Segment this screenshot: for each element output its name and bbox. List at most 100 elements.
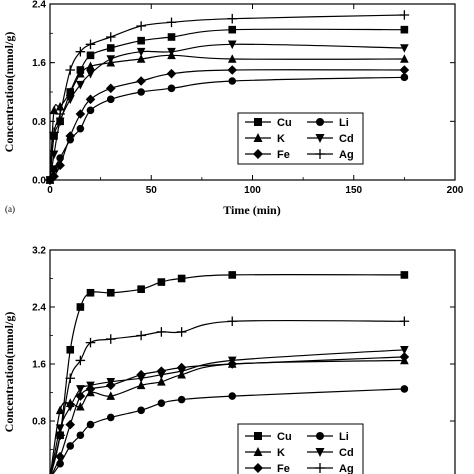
legend-item-cd: Cd [307,133,354,145]
legend-item-cd: Cd [307,447,354,459]
legend-label-fe: Fe [277,463,290,474]
legend-label-k: K [277,447,285,459]
data-point-cu [157,278,166,286]
series-li [52,385,409,474]
legend-b: Cu Li K Cd Fe Ag [237,423,364,474]
data-point-ag [105,32,116,42]
data-point-ag [49,127,59,138]
data-point-li [137,88,145,96]
series-cu [50,271,409,474]
data-point-fe [136,369,146,380]
data-point-fe [75,109,86,119]
data-point-k [400,54,409,63]
x-tick-label: 0 [47,185,53,196]
data-point-fe [55,160,65,171]
data-point-ag [45,175,55,185]
data-point-ag [65,373,76,384]
x-tick-label: 50 [146,185,158,196]
data-point-ag [399,10,410,20]
data-point-li [228,77,237,85]
data-point-fe [65,131,76,141]
legend-marker-cu [254,432,262,440]
data-point-cu [228,271,237,279]
data-point-ag [55,430,65,441]
panel-label-a: (a) [5,204,15,214]
data-point-fe [105,380,116,391]
data-point-fe [399,352,410,362]
data-point-ag [105,334,116,344]
data-point-ag [399,316,410,327]
data-point-li [157,399,166,407]
y-tick-label: 0.8 [32,417,46,428]
data-point-li [137,406,145,415]
x-tick-label: 150 [345,185,362,196]
data-point-k [49,105,59,115]
legend-label-k: K [277,133,285,145]
legend-marker-k [253,133,263,142]
data-point-k [65,87,75,96]
x-tick-label: 100 [244,185,261,196]
legend-item-k: K [245,447,285,459]
series-line-cd [50,349,405,474]
legend-item-k: K [245,133,285,145]
data-point-ag [227,316,238,327]
y-tick-label: 0.0 [32,176,46,187]
data-point-fe [136,76,146,86]
data-point-cd [65,402,75,412]
legend-label-ag: Ag [339,463,354,474]
data-point-ag [85,337,96,348]
data-point-k [76,401,85,411]
data-point-cd [136,47,146,57]
data-point-li [86,106,95,115]
data-point-li [76,431,85,440]
series-fe [45,65,410,185]
legend-marker-li [316,432,324,440]
data-point-k [106,391,116,400]
legend-item-ag: Ag [307,463,354,474]
data-point-li [228,392,237,400]
legend-label-cu: Cu [277,117,292,129]
legend-label-cu: Cu [277,431,292,443]
y-axis-title-b: Concentration(mmol/g) [2,312,16,433]
data-point-fe [399,65,410,75]
data-point-cu [86,288,95,297]
data-point-ag [55,109,65,119]
data-point-cu [137,285,145,293]
y-tick-label: 0.8 [32,117,46,128]
data-point-cd [76,80,85,90]
series-group-a [45,10,410,185]
data-point-fe [49,171,59,182]
data-point-li [66,442,75,450]
data-point-cd [400,345,409,355]
data-point-fe [55,451,65,462]
data-point-cu [400,25,409,34]
data-point-cu [106,44,115,52]
data-point-cd [86,69,95,79]
data-point-ag [227,13,238,24]
legend-marker-cd [315,134,325,143]
data-point-fe [85,94,96,105]
y-tick-label: 2.4 [32,303,46,314]
data-point-cd [65,95,75,105]
data-point-fe [85,384,96,394]
series-group-b [49,271,410,474]
data-point-k [86,61,95,71]
data-point-li [106,95,115,104]
data-point-fe [166,68,177,79]
series-line-ag [50,319,405,474]
legend-item-li: Li [307,431,349,443]
data-point-cu [66,345,75,354]
data-point-cu [177,274,186,283]
data-point-li [167,84,176,93]
y-tick-label: 1.6 [32,58,46,69]
data-point-fe [156,366,167,376]
legend-label-cd: Cd [339,133,354,145]
y-tick-label: 3.2 [32,246,46,257]
data-point-li [177,395,186,404]
legend-a: Cu Li K Cd Fe Ag [237,112,364,165]
data-point-k [136,54,146,63]
data-point-cu [76,303,85,311]
data-point-k [55,405,65,415]
y-tick-label: 1.6 [32,360,46,371]
legend-marker-cd [315,448,325,457]
